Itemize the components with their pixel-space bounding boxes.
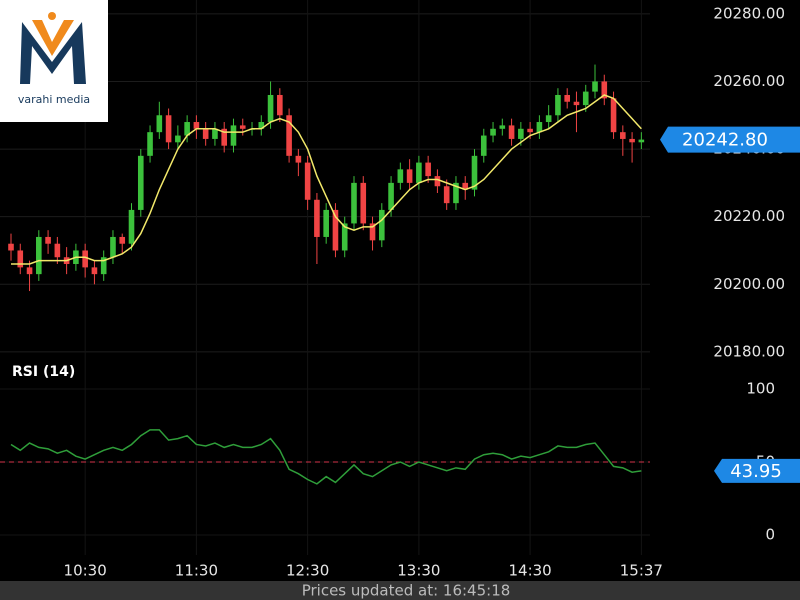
candle-body bbox=[193, 122, 200, 129]
candle-body bbox=[545, 115, 552, 123]
candle-body bbox=[230, 125, 237, 146]
candle-body bbox=[360, 182, 367, 224]
candle-body bbox=[620, 132, 626, 139]
y-tick-label: 20260.00 bbox=[713, 72, 785, 90]
logo-text: varahi media bbox=[18, 93, 90, 106]
rsi-tick-label: 0 bbox=[765, 526, 775, 544]
candle-body bbox=[536, 122, 543, 133]
candle-body bbox=[17, 250, 24, 268]
candle-body bbox=[221, 128, 228, 146]
candle-body bbox=[36, 236, 42, 275]
candle-body bbox=[508, 125, 515, 139]
candle-body bbox=[267, 94, 274, 123]
candle-body bbox=[388, 182, 394, 210]
footer-text: Prices updated at: 16:45:18 bbox=[302, 582, 511, 600]
candle-body bbox=[480, 135, 487, 156]
last-price-label: 20242.80 bbox=[682, 130, 768, 151]
x-tick-label: 15:37 bbox=[620, 562, 663, 580]
candle-body bbox=[499, 125, 506, 129]
candle-body bbox=[100, 257, 107, 275]
candle-body bbox=[416, 162, 422, 183]
rsi-last-box bbox=[714, 458, 800, 483]
logo-m bbox=[20, 22, 86, 84]
candle-body bbox=[425, 162, 431, 177]
candle-body bbox=[555, 94, 561, 116]
candle-body bbox=[397, 169, 404, 183]
rsi-tick-label: 100 bbox=[746, 380, 775, 398]
logo: varahi media bbox=[0, 0, 108, 122]
candle-body bbox=[527, 128, 533, 133]
x-tick-label: 11:30 bbox=[175, 562, 218, 580]
candle-body bbox=[239, 125, 246, 129]
candle-body bbox=[304, 162, 311, 200]
candle-body bbox=[341, 223, 348, 251]
rsi-title: RSI (14) bbox=[12, 364, 75, 380]
candle-body bbox=[332, 209, 339, 251]
y-tick-label: 20200.00 bbox=[713, 275, 785, 293]
moving-average bbox=[11, 94, 642, 265]
candle-body bbox=[212, 128, 218, 139]
rsi-last-label: 43.95 bbox=[730, 461, 782, 482]
y-tick-label: 20280.00 bbox=[713, 4, 785, 22]
candle-body bbox=[453, 182, 459, 204]
candle-body bbox=[8, 243, 14, 251]
candle-body bbox=[471, 155, 478, 190]
candle-body bbox=[54, 243, 61, 258]
candle-body bbox=[110, 236, 116, 258]
x-tick-label: 14:30 bbox=[509, 562, 552, 580]
candle-body bbox=[592, 81, 598, 92]
candle-body bbox=[323, 209, 329, 237]
candle-body bbox=[119, 236, 126, 244]
candle-body bbox=[462, 182, 469, 190]
candle-body bbox=[518, 128, 524, 139]
candle-body bbox=[573, 101, 580, 106]
candle-body bbox=[184, 122, 190, 136]
candle-body bbox=[82, 250, 88, 268]
footer-bar bbox=[0, 581, 800, 600]
candle-body bbox=[629, 138, 635, 143]
candle-body bbox=[165, 115, 172, 143]
candle-body bbox=[175, 135, 181, 143]
last-price-box bbox=[660, 126, 800, 153]
candle-body bbox=[258, 122, 265, 129]
candle-body bbox=[45, 236, 51, 244]
candle-body bbox=[147, 132, 153, 156]
candle-body bbox=[26, 267, 33, 275]
candle-body bbox=[369, 223, 376, 241]
candle-body bbox=[156, 115, 163, 133]
candle-body bbox=[351, 182, 357, 224]
candle-body bbox=[610, 98, 617, 133]
candle-body bbox=[202, 128, 209, 139]
candle-body bbox=[128, 209, 135, 244]
logo-v bbox=[32, 20, 74, 56]
candle-body bbox=[638, 139, 645, 143]
candle-body bbox=[286, 115, 292, 156]
candle-body bbox=[91, 267, 98, 275]
logo-dot bbox=[48, 12, 56, 20]
candle-body bbox=[406, 169, 413, 183]
candle-body bbox=[564, 94, 570, 102]
candle-body bbox=[601, 81, 608, 99]
rsi-line bbox=[10, 429, 642, 485]
candle-body bbox=[582, 91, 589, 106]
x-tick-label: 12:30 bbox=[286, 562, 329, 580]
candle-body bbox=[490, 128, 496, 136]
candle-body bbox=[434, 176, 441, 187]
candle-body bbox=[137, 155, 144, 210]
y-tick-label: 20220.00 bbox=[713, 207, 785, 225]
candle-body bbox=[277, 94, 283, 116]
x-tick-label: 13:30 bbox=[397, 562, 440, 580]
candle-body bbox=[295, 155, 302, 163]
candle-body bbox=[443, 186, 450, 204]
x-tick-label: 10:30 bbox=[64, 562, 107, 580]
candle-body bbox=[379, 209, 385, 241]
y-tick-label: 20180.00 bbox=[713, 342, 785, 360]
candle-body bbox=[314, 199, 320, 237]
